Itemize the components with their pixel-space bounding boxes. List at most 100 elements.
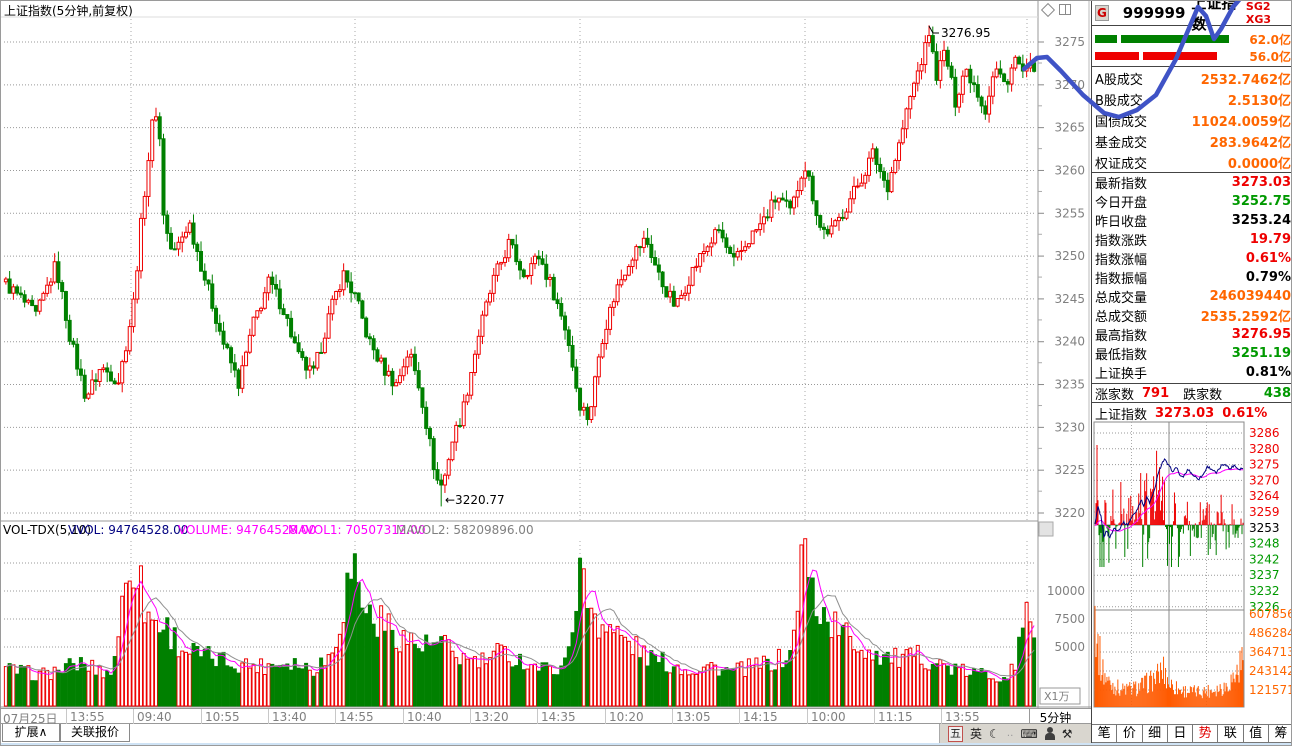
quote-row-label: 最高指数 [1095, 329, 1148, 344]
quote-row-label: 最新指数 [1095, 177, 1148, 192]
time-axis-label: 10:00 [811, 710, 846, 724]
turnover-rows: A股成交 2532.7462亿 B股成交 2.5130亿 国债成交 11024.0059亿… [1092, 68, 1291, 173]
stat-rows: 最新指数 3273.03 今日开盘 3252.75 昨日收盘 3253.24 指数涨跌 19.… [1092, 173, 1291, 382]
quote-tab-值[interactable]: 值 [1243, 724, 1269, 743]
bottom-tab-row: 扩展∧ 关联报价 五 英 ☾ ‥ ⌨ ⚒ [1, 724, 1091, 743]
bar-segment [1121, 35, 1229, 43]
quote-row: 最低指数 3251.19 [1092, 344, 1291, 363]
quote-row: 上证换手 0.81% [1092, 363, 1291, 382]
mini-volume-label: 607856 [1249, 607, 1292, 621]
price-axis-label: 3225 [1054, 463, 1085, 477]
quote-row-label: A股成交 [1095, 73, 1143, 88]
quote-panel: G 999999 上证指数 SG2 XG3 62.0亿 56.0亿 A股成交 253… [1091, 1, 1292, 743]
user-icon[interactable] [1044, 727, 1055, 740]
quote-row-value: 0.0000亿 [1227, 157, 1291, 172]
price-axis-label: 3230 [1054, 420, 1085, 434]
quote-row-label: 指数振幅 [1095, 272, 1148, 287]
quote-row-value: 283.9642亿 [1209, 136, 1291, 151]
time-axis-label: 10:20 [609, 710, 644, 724]
quote-row-value: 2535.2592亿 [1200, 310, 1291, 325]
price-axis-label: 3255 [1054, 206, 1085, 220]
separator [1092, 172, 1291, 173]
price-axis-label: 3245 [1054, 292, 1085, 306]
mini-price-label: 3280 [1249, 442, 1280, 456]
mini-price-label: 3248 [1249, 537, 1280, 551]
mini-price-label: 3253 [1249, 521, 1280, 535]
time-axis-separator [807, 709, 808, 724]
quote-tab-细[interactable]: 细 [1142, 724, 1168, 743]
price-axis-label: 3270 [1054, 78, 1085, 92]
quote-row-value: 3273.03 [1231, 175, 1291, 190]
quote-row-label: 指数涨跌 [1095, 234, 1148, 249]
time-axis-separator [335, 709, 336, 724]
candlestick-volume-chart[interactable]: 3275 3270 3265 3260 3255 3250 3245 3240 3235 3230… [1, 1, 1091, 708]
quote-tab-联[interactable]: 联 [1218, 724, 1244, 743]
quote-row-value: 2.5130亿 [1227, 94, 1291, 109]
time-axis-label: 10:55 [205, 710, 240, 724]
time-axis-label: 13:05 [676, 710, 711, 724]
advance-decline-row: 涨家数 791 跌家数 438 [1092, 383, 1291, 403]
time-axis-separator [470, 709, 471, 724]
quote-tab-筹[interactable]: 筹 [1268, 724, 1291, 743]
buy-volume-bar [1095, 35, 1229, 43]
mini-price-label: 3226 [1249, 600, 1280, 614]
indicator-header-text: MAVOL1: 70507312.00 [288, 523, 426, 537]
quote-row-value: 3252.75 [1231, 194, 1291, 209]
moon-icon[interactable]: ☾ [989, 726, 1000, 741]
bar-value: 56.0亿 [1249, 50, 1291, 64]
time-axis-separator [201, 709, 202, 724]
quote-tab-价[interactable]: 价 [1117, 724, 1143, 743]
quote-row-label: 最低指数 [1095, 348, 1148, 363]
time-axis-label: 13:55 [70, 710, 105, 724]
expand-tab[interactable]: 扩展∧ [2, 724, 60, 742]
time-axis-separator [941, 709, 942, 724]
quote-row: 指数振幅 0.79% [1092, 268, 1291, 287]
quote-tab-笔[interactable]: 笔 [1092, 724, 1118, 743]
quote-row: A股成交 2532.7462亿 [1092, 68, 1291, 89]
indicator-header-text: VOLUME: 94764528.00 [178, 523, 316, 537]
intraday-last: 3273.03 [1155, 406, 1215, 421]
unit-label: X1万 [1044, 690, 1070, 703]
bottom-toolbar: 五 英 ☾ ‥ ⌨ ⚒ [939, 724, 1091, 743]
linked-quotes-tab[interactable]: 关联报价 [60, 724, 130, 742]
mini-volume-label: 364713 [1249, 645, 1292, 659]
wrench-icon[interactable]: ⚒ [1061, 726, 1073, 741]
quote-row: 总成交额 2535.2592亿 [1092, 306, 1291, 325]
price-axis-label: 3220 [1054, 506, 1085, 520]
time-axis-separator [66, 709, 67, 724]
quote-row-value: 11024.0059亿 [1191, 115, 1291, 130]
bid-ask-bars: 62.0亿 56.0亿 [1092, 27, 1291, 67]
english-input-icon[interactable]: 英 [970, 726, 983, 741]
quote-row: 基金成交 283.9642亿 [1092, 131, 1291, 152]
more-dots-icon[interactable]: ‥ [1006, 727, 1014, 739]
time-axis-label: 14:35 [541, 710, 576, 724]
price-axis-label: 3250 [1054, 249, 1085, 263]
price-axis-label: 3265 [1054, 121, 1085, 135]
quote-row: 总成交量 246039440 [1092, 287, 1291, 306]
wubi-input-icon[interactable]: 五 [948, 725, 963, 742]
time-axis-separator [537, 709, 538, 724]
quote-tab-日[interactable]: 日 [1167, 724, 1193, 743]
time-axis-separator [133, 709, 134, 724]
group-badge[interactable]: G [1095, 5, 1109, 21]
main-chart-region[interactable]: 上证指数(5分钟,前复权) 3275 3270 3265 3260 3255 3250 32… [1, 1, 1091, 745]
period-selector[interactable]: 5分钟 [1029, 709, 1081, 725]
stock-code: 999999 [1122, 4, 1186, 22]
quote-row: 权证成交 0.0000亿 [1092, 152, 1291, 173]
quote-row-label: 指数涨幅 [1095, 253, 1148, 268]
quote-row-value: 19.79 [1249, 232, 1291, 247]
quote-row: 指数涨跌 19.79 [1092, 230, 1291, 249]
intraday-header: 上证指数 3273.03 0.61% [1092, 405, 1291, 423]
status-strip [1, 743, 1291, 745]
low-annotation: ←3220.77 [445, 493, 505, 507]
quote-row: 指数涨幅 0.61% [1092, 249, 1291, 268]
price-axis-label: 3260 [1054, 163, 1085, 177]
quote-tab-势[interactable]: 势 [1193, 724, 1219, 743]
quote-row-value: 2532.7462亿 [1200, 73, 1291, 88]
time-axis-separator [605, 709, 606, 724]
price-axis-label: 3275 [1054, 35, 1085, 49]
keyboard-icon[interactable]: ⌨ [1020, 726, 1038, 741]
mini-price-label: 3237 [1249, 568, 1280, 582]
